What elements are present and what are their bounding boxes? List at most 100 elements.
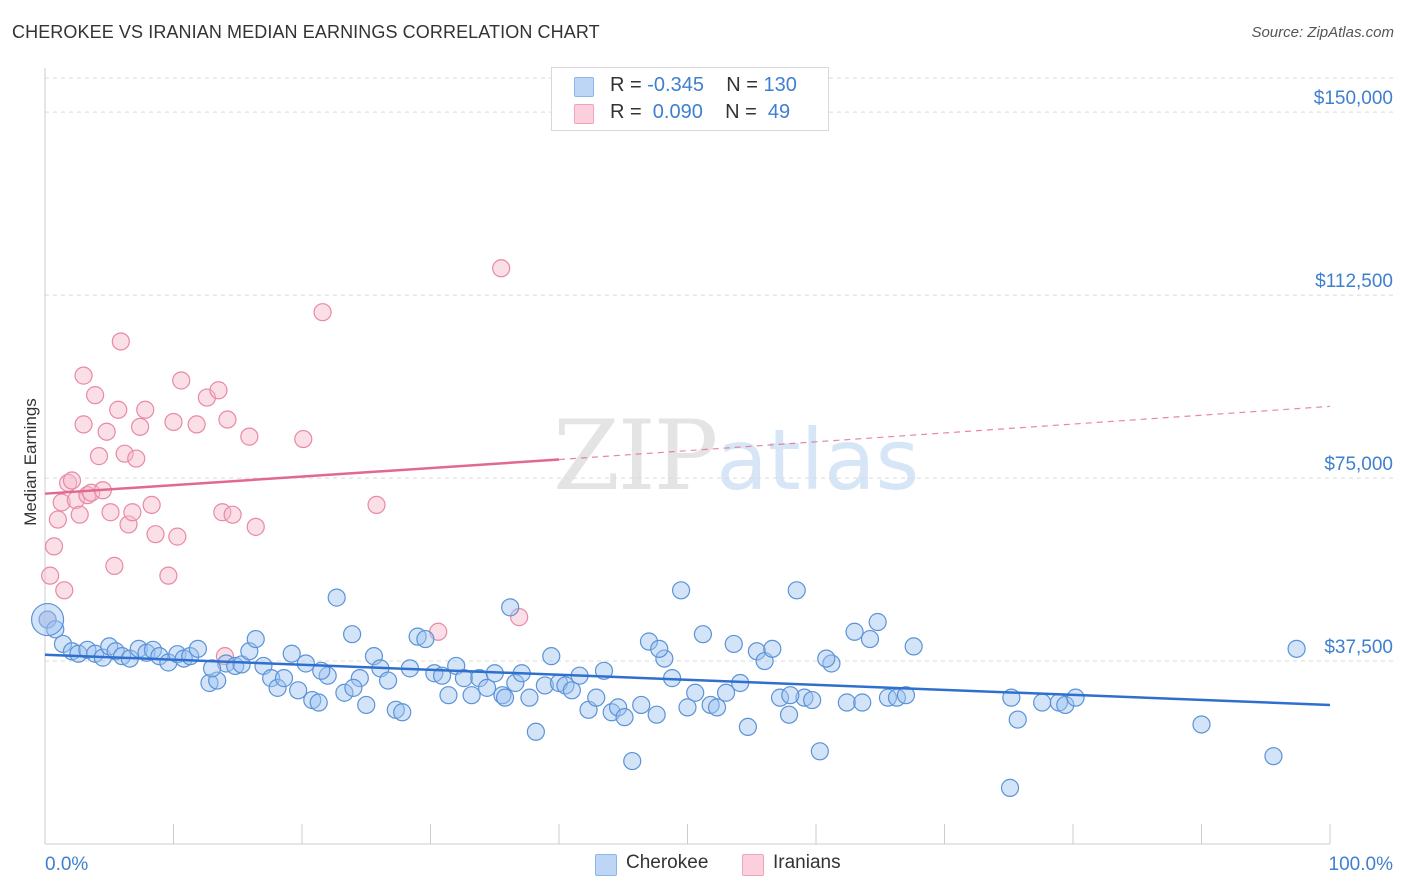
cherokee-point — [822, 654, 841, 673]
iranians-trend-line-extrapolated — [558, 405, 1331, 461]
cherokee-point — [738, 717, 757, 737]
cherokee-point — [202, 659, 222, 678]
y-tick-label: $75,000 — [1324, 454, 1393, 475]
watermark: ZIPatlas — [553, 400, 919, 512]
cherokee-point — [655, 649, 674, 668]
iranians-point — [70, 505, 89, 524]
cherokee-point — [46, 620, 65, 639]
iranians-point — [111, 332, 130, 351]
cherokee-point — [344, 678, 363, 697]
cherokee-point — [615, 708, 634, 727]
watermark-zip: ZIP — [553, 400, 718, 512]
cherokee-point — [678, 698, 697, 717]
cherokee-point — [1056, 695, 1075, 715]
cherokee-point — [562, 681, 581, 700]
cherokee-point — [439, 686, 458, 705]
source-label: Source: ZipAtlas.com — [1251, 24, 1394, 41]
cherokee-point — [693, 625, 713, 644]
cherokee-point — [501, 598, 520, 617]
iranians-point — [41, 566, 60, 585]
cherokee-point — [594, 661, 614, 680]
cherokee-point — [38, 610, 57, 629]
cherokee-point — [803, 690, 822, 710]
iranians-point — [52, 493, 71, 512]
iranians-trend-line — [44, 458, 560, 495]
cherokee-point — [393, 703, 412, 722]
iranians-point — [86, 386, 105, 405]
cherokee-point — [268, 678, 287, 697]
cherokee-point — [335, 683, 354, 702]
cherokee-point — [1264, 747, 1283, 766]
stats-legend: R = -0.345 N = 130 R = 0.090 N = 49 — [551, 67, 829, 131]
stats-row-cherokee: R = -0.345 N = 130 — [574, 74, 797, 100]
cherokee-point — [246, 629, 265, 649]
cherokee-point — [343, 625, 362, 644]
axes — [44, 68, 1331, 845]
cherokee-point — [686, 683, 705, 702]
iranians-point — [115, 444, 134, 463]
cherokee-point — [1066, 688, 1085, 707]
iranians-point — [48, 510, 67, 529]
cherokee-point — [462, 686, 481, 705]
cherokee-point — [493, 686, 512, 705]
iranians-point — [223, 505, 242, 524]
cherokee-point — [1008, 710, 1027, 729]
grid-lines — [45, 77, 1395, 662]
iranians-point — [101, 503, 120, 522]
iranians-point — [142, 495, 161, 515]
cherokee-point — [188, 639, 208, 658]
iranians-points — [38, 259, 529, 666]
cherokee-legend-label: Cherokee — [626, 852, 709, 873]
trend-lines — [44, 405, 1331, 707]
cherokee-point — [274, 669, 294, 688]
cherokee-point — [309, 693, 328, 712]
iranians-swatch — [574, 104, 594, 124]
cherokee-point — [495, 688, 515, 707]
y-tick-label: $150,000 — [1314, 88, 1393, 109]
tick-labels: $37,500 $75,000 $112,500 $150,000 0.0% 100.0% — [45, 88, 1393, 875]
cherokee-point — [477, 678, 497, 697]
cherokee-point — [716, 683, 736, 702]
iranians-point — [89, 447, 109, 466]
iranians-point — [74, 415, 93, 434]
cherokee-point — [535, 676, 554, 695]
iranians-point — [246, 517, 265, 536]
iranians-point — [164, 412, 183, 432]
cherokee-point — [454, 669, 474, 688]
cherokee-points — [30, 581, 1306, 797]
cherokee-point — [650, 639, 669, 658]
cherokee-point — [542, 647, 561, 666]
cherokee-stats: R = -0.345 N = 130 — [610, 74, 797, 96]
cherokee-point — [1287, 639, 1306, 658]
iranians-point — [209, 381, 228, 400]
cherokee-point — [350, 669, 369, 688]
iranians-point — [159, 566, 178, 585]
cherokee-point — [289, 681, 308, 700]
y-tick-label: $112,500 — [1315, 271, 1393, 292]
iranians-point — [492, 259, 511, 278]
cherokee-point — [282, 644, 301, 663]
iranians-point — [123, 503, 142, 522]
cherokee-point — [896, 686, 916, 705]
cherokee-legend-swatch — [595, 854, 617, 876]
cherokee-point — [327, 588, 346, 607]
cherokee-point — [357, 695, 376, 715]
cherokee-swatch — [574, 77, 594, 97]
cherokee-point — [378, 671, 398, 690]
cherokee-point — [609, 698, 628, 717]
iranians-legend-swatch — [742, 854, 764, 876]
iranians-point — [97, 422, 116, 441]
cherokee-point — [763, 639, 782, 658]
cherokee-point — [817, 649, 836, 668]
iranians-stats: R = 0.090 N = 49 — [610, 101, 791, 123]
iranians-point — [82, 483, 101, 502]
cherokee-point — [787, 581, 806, 600]
cherokee-point — [647, 705, 666, 724]
iranians-point — [105, 556, 124, 575]
cherokee-point — [904, 637, 923, 656]
iranians-point — [172, 371, 191, 390]
iranians-point — [168, 527, 187, 546]
cherokee-point — [520, 688, 539, 707]
cherokee-point — [868, 612, 887, 632]
cherokee-point — [262, 669, 281, 688]
